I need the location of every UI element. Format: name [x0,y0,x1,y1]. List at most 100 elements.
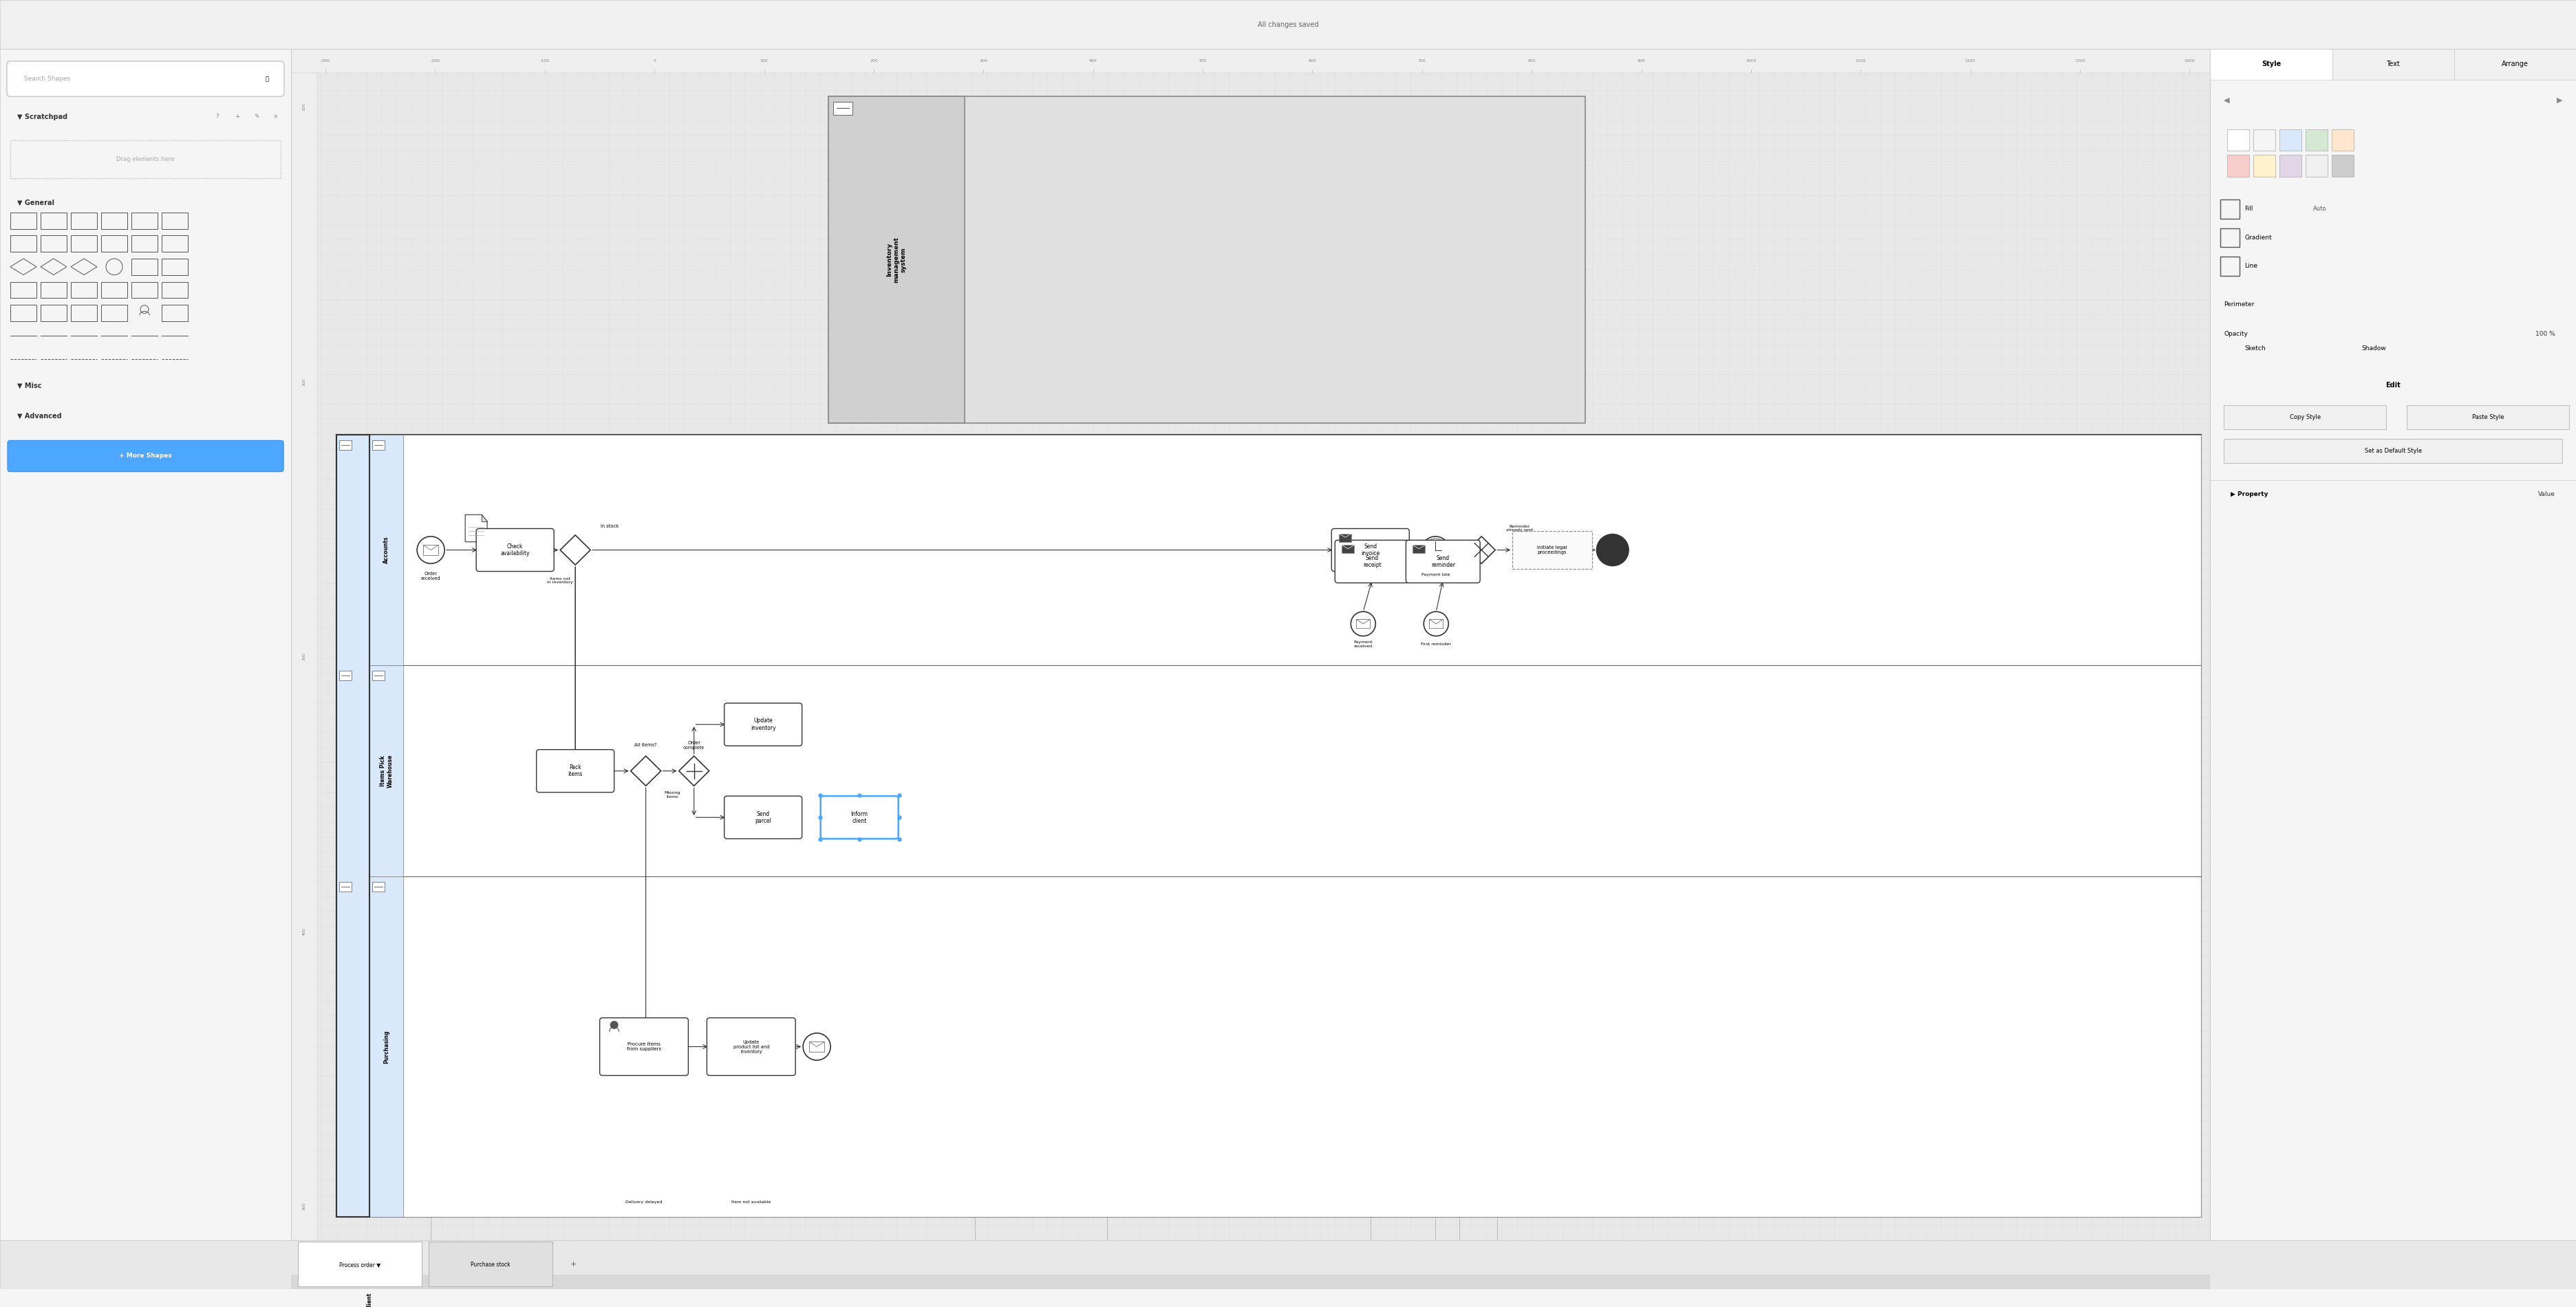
Bar [10,282,36,298]
Circle shape [1425,538,1448,562]
Bar [131,259,157,274]
Text: 900: 900 [1638,59,1646,63]
Bar [72,213,98,229]
Bar [291,1274,2210,1289]
Polygon shape [466,515,487,542]
Text: 1200: 1200 [1965,59,1976,63]
Bar [2223,405,2385,429]
Bar [1340,533,1352,542]
Text: +: + [569,1261,577,1268]
Text: 400: 400 [1090,59,1097,63]
Bar [41,213,67,229]
Bar [2228,129,2249,150]
Text: Text: Text [2385,61,2401,68]
Bar [72,282,98,298]
Circle shape [420,1243,443,1265]
Text: Set as Default Style: Set as Default Style [2365,448,2421,454]
Bar [1100,1249,1113,1259]
Text: 600: 600 [1309,59,1316,63]
FancyBboxPatch shape [600,1018,688,1076]
Text: Accounts: Accounts [384,536,389,563]
Text: Purchase stock: Purchase stock [471,1261,510,1268]
Bar [1453,1249,1466,1259]
Text: Order: Order [425,1274,438,1277]
Text: 100: 100 [301,103,307,111]
Text: 300: 300 [979,59,987,63]
FancyBboxPatch shape [1334,540,1409,583]
Bar [2221,229,2239,247]
Bar [809,1042,824,1052]
Text: 200: 200 [871,59,878,63]
Bar [2306,154,2329,176]
Text: 700: 700 [1417,59,1427,63]
Bar [100,305,126,322]
Polygon shape [482,515,487,521]
Bar [2221,256,2239,276]
Circle shape [611,1021,618,1029]
Text: Update
product list and
inventory: Update product list and inventory [734,1040,770,1053]
Text: ▶ Property: ▶ Property [2231,491,2269,497]
Polygon shape [1468,536,1494,563]
Bar [100,282,126,298]
Bar [10,235,36,252]
Circle shape [1605,542,1620,558]
Text: Paste Style: Paste Style [2473,414,2504,420]
Bar [1363,1249,1376,1259]
Bar [2223,439,2563,463]
Text: First reminder: First reminder [1422,643,1450,646]
Bar [2280,129,2303,150]
Text: 800: 800 [1528,59,1535,63]
Bar [2254,154,2275,176]
Bar [72,235,98,252]
Text: ▼ Advanced: ▼ Advanced [18,413,62,420]
Bar [131,235,157,252]
Polygon shape [631,755,662,786]
Bar [162,282,188,298]
FancyBboxPatch shape [8,440,283,472]
Bar [2406,405,2568,429]
Bar [2280,154,2303,176]
Circle shape [1448,1243,1471,1265]
Text: Receipt: Receipt [1450,1274,1468,1277]
Bar [335,1280,2200,1307]
Bar [0,1240,2576,1289]
Text: Style: Style [2262,61,2280,68]
Text: Item not available: Item not available [732,1200,770,1204]
Polygon shape [680,755,708,786]
FancyBboxPatch shape [8,61,283,97]
Text: 1100: 1100 [1855,59,1865,63]
Bar [832,102,853,115]
Text: ✎: ✎ [255,114,260,120]
Text: Copy Style: Copy Style [2290,414,2321,420]
Text: Line: Line [2244,263,2257,269]
Text: Payment: Payment [1427,1274,1445,1277]
Bar [2455,48,2576,80]
Bar [1358,620,1370,629]
Text: Procure items
from suppliers: Procure items from suppliers [626,1042,662,1051]
Text: ×: × [273,114,278,120]
Text: Pack
items: Pack items [567,765,582,778]
Circle shape [417,536,446,563]
Circle shape [1358,1243,1383,1265]
Bar [374,440,384,450]
Text: ▼ Misc: ▼ Misc [18,382,41,389]
Text: Initiate legal
proceedings: Initiate legal proceedings [1538,545,1566,554]
Circle shape [1095,1243,1118,1265]
Text: +: + [234,114,240,120]
Bar [1512,532,1592,569]
Text: All items?: All items? [634,744,657,748]
Bar [340,882,350,891]
Bar [41,282,67,298]
Circle shape [1597,535,1628,565]
Text: Missing
items: Missing items [665,791,680,799]
Text: 🔍: 🔍 [265,76,268,82]
FancyBboxPatch shape [1406,540,1481,583]
Text: 1400: 1400 [2184,59,2195,63]
Text: Items: Items [1100,1274,1113,1277]
FancyBboxPatch shape [536,750,613,792]
Bar [2306,129,2329,150]
Text: 100: 100 [760,59,768,63]
Text: ▶: ▶ [2555,97,2563,103]
Text: Opacity: Opacity [2223,331,2249,337]
Bar [100,213,126,229]
